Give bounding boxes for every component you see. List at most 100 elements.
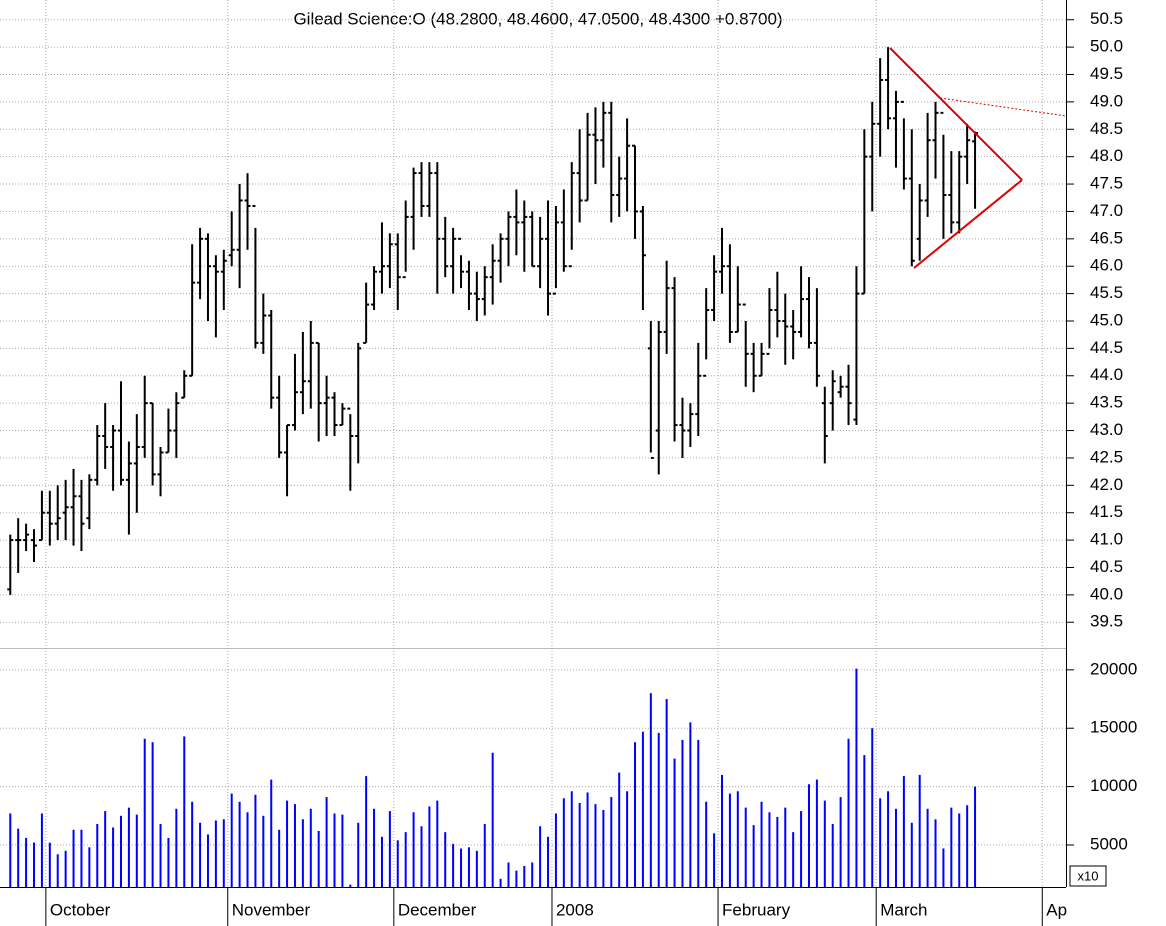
volume-bar: [586, 792, 589, 887]
volume-bar: [104, 811, 107, 887]
volume-unit-label: x10: [1078, 868, 1099, 883]
volume-bar: [934, 819, 937, 887]
volume-bar: [175, 808, 178, 887]
volume-bar: [705, 801, 708, 887]
volume-bar: [562, 798, 565, 887]
volume-bar: [420, 826, 423, 887]
trendline-upper: [889, 47, 1023, 181]
volume-bar: [847, 738, 850, 887]
volume-bar: [768, 812, 771, 887]
volume-bar: [444, 832, 447, 887]
volume-bar: [902, 776, 905, 887]
volume-bar: [357, 822, 360, 887]
volume-bar: [452, 843, 455, 887]
volume-bar: [776, 816, 779, 887]
volume-bar: [412, 812, 415, 887]
volume-bar: [365, 776, 368, 887]
volume-bar: [554, 813, 557, 887]
volume-bar: [966, 805, 969, 887]
y-tick-label: 49.0: [1090, 91, 1123, 110]
volume-bar: [270, 779, 273, 887]
volume-bar: [641, 731, 644, 887]
y-tick-label: 49.5: [1090, 64, 1123, 83]
volume-bar: [918, 774, 921, 887]
volume-bar: [467, 847, 470, 887]
y-tick-label: 42.5: [1090, 447, 1123, 466]
volume-bar: [871, 728, 874, 887]
y-tick-label: 39.5: [1090, 612, 1123, 631]
volume-bar: [547, 836, 550, 887]
volume-bar: [784, 807, 787, 887]
volume-bar: [183, 736, 186, 887]
y-tick-label: 47.5: [1090, 174, 1123, 193]
volume-bar: [736, 791, 739, 887]
volume-bar: [293, 804, 296, 887]
volume-bar: [626, 791, 629, 887]
volume-bar: [721, 774, 724, 887]
volume-bar: [238, 801, 241, 887]
y-tick-label: 46.5: [1090, 228, 1123, 247]
volume-bar: [349, 884, 352, 887]
y-tick-label: 44.5: [1090, 338, 1123, 357]
volume-bar: [278, 829, 281, 887]
volume-bar: [728, 793, 731, 887]
volume-bar: [863, 755, 866, 887]
volume-bar: [64, 850, 67, 887]
x-tick-label: February: [722, 900, 791, 919]
volume-bar: [230, 793, 233, 887]
volume-bar: [515, 870, 518, 887]
volume-bar: [887, 791, 890, 887]
volume-bar: [246, 812, 249, 887]
volume-bar: [507, 862, 510, 887]
volume-bar: [214, 820, 217, 887]
y-tick-label: 50.0: [1090, 37, 1123, 56]
volume-bar: [823, 800, 826, 887]
x-tick-label: November: [232, 900, 311, 919]
volume-bar: [689, 722, 692, 887]
volume-bar: [9, 813, 12, 887]
volume-bar: [752, 825, 755, 887]
volume-bar: [831, 823, 834, 887]
volume-bar: [910, 822, 913, 887]
volume-bar: [286, 800, 289, 887]
y-tick-label: 43.5: [1090, 393, 1123, 412]
volume-bar: [950, 807, 953, 887]
volume-bar: [33, 842, 36, 887]
volume-bar: [618, 772, 621, 887]
volume-bar: [697, 739, 700, 887]
volume-bar: [539, 826, 542, 887]
volume-bar: [460, 848, 463, 887]
y-tick-label: 5000: [1090, 834, 1128, 853]
volume-bar: [333, 813, 336, 887]
volume-bar: [159, 823, 162, 887]
volume-bar: [475, 850, 478, 887]
x-tick-label: December: [398, 900, 477, 919]
volume-bar: [404, 832, 407, 887]
x-tick-label: 2008: [556, 900, 594, 919]
volume-bar: [942, 848, 945, 887]
volume-bar: [483, 823, 486, 887]
volume-bar: [119, 815, 122, 887]
volume-bar: [879, 798, 882, 887]
volume-bar: [681, 739, 684, 887]
x-tick-label: March: [880, 900, 927, 919]
unit-box: [1069, 865, 1107, 887]
volume-bar: [96, 823, 99, 887]
y-tick-label: 44.0: [1090, 365, 1123, 384]
y-tick-label: 42.0: [1090, 475, 1123, 494]
volume-bar: [634, 742, 637, 887]
marks: 39.5 40.0 40.5 41.0 41.5 42.0 42.5 43.0 43.5 44.0…: [0, 0, 1137, 926]
volume-bar: [815, 779, 818, 887]
volume-bar: [792, 832, 795, 887]
volume-bar: [531, 862, 534, 887]
volume-bar: [649, 693, 652, 887]
volume-bar: [610, 797, 613, 887]
volume-bar: [25, 837, 28, 887]
volume-bar: [56, 854, 59, 887]
volume-bar: [499, 878, 502, 887]
volume-bar: [388, 811, 391, 887]
volume-bar: [222, 819, 225, 887]
volume-bar: [855, 668, 858, 887]
volume-bar: [523, 865, 526, 887]
volume-bar: [958, 813, 961, 887]
